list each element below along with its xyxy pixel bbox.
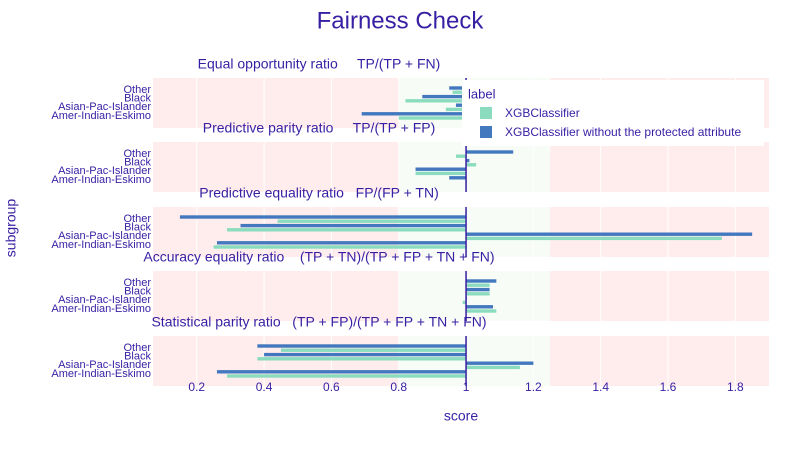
bar-xgbclassifier-black (257, 357, 467, 361)
panel-title: Statistical parity ratio (TP + FP)/(TP +… (151, 314, 486, 330)
bar-xgbclassifier-other (455, 154, 467, 158)
unfair-zone-left (153, 336, 399, 386)
bar-xgbclassifier-without-the-protected-attribute-black (466, 158, 470, 163)
panel-title: Predictive parity ratio TP/(TP + FP) (203, 120, 436, 136)
category-label-amer-indian-eskimo: Amer-Indian-Eskimo (51, 110, 151, 122)
bar-xgbclassifier-without-the-protected-attribute-asian-pac-islander (415, 167, 467, 171)
bar-xgbclassifier-without-the-protected-attribute-asian-pac-islander (455, 103, 467, 107)
text-layer: Fairness Check score subgroup Equal oppo… (3, 7, 744, 423)
bar-xgbclassifier-without-the-protected-attribute-amer-indian-eskimo (449, 176, 467, 180)
category-label-asian-pac-islander: Asian-Pac-Islander (58, 230, 151, 242)
bar-xgbclassifier-asian-pac-islander (462, 300, 467, 305)
unfair-zone-left (153, 142, 399, 192)
category-label-black: Black (124, 93, 151, 105)
x-tick-label: 1.2 (525, 380, 542, 394)
legend: label XGBClassifier XGBClassifier withou… (462, 80, 764, 146)
bar-xgbclassifier-other (277, 219, 467, 223)
legend-label-xgbclassifier-without-protected: XGBClassifier without the protected attr… (505, 125, 741, 139)
bar-xgbclassifier-without-the-protected-attribute-amer-indian-eskimo (216, 370, 467, 374)
bar-xgbclassifier-without-the-protected-attribute-asian-pac-islander (466, 232, 753, 236)
x-tick-label: 0.8 (390, 380, 407, 394)
legend-background (462, 80, 764, 146)
x-tick-label: 1 (463, 380, 470, 394)
legend-title: label (468, 86, 496, 101)
bar-xgbclassifier-asian-pac-islander (466, 236, 722, 241)
x-tick-label: 0.2 (188, 380, 205, 394)
bar-xgbclassifier-other (280, 348, 467, 352)
bar-xgbclassifier-asian-pac-islander (415, 171, 467, 176)
bar-xgbclassifier-without-the-protected-attribute-black (264, 352, 467, 357)
bar-xgbclassifier-black (466, 292, 490, 296)
bar-xgbclassifier-asian-pac-islander (466, 365, 520, 370)
category-label-amer-indian-eskimo: Amer-Indian-Eskimo (51, 239, 151, 251)
legend-label-xgbclassifier: XGBClassifier (505, 106, 580, 120)
panel-title: Accuracy equality ratio (TP + TN)/(TP + … (143, 249, 494, 265)
unfair-zone-left (153, 78, 399, 128)
x-axis-title: score (444, 408, 478, 424)
bar-xgbclassifier-amer-indian-eskimo (213, 245, 467, 249)
category-label-amer-indian-eskimo: Amer-Indian-Eskimo (51, 368, 151, 380)
bar-xgbclassifier-without-the-protected-attribute-other (466, 279, 497, 283)
bar-xgbclassifier-black (227, 228, 467, 232)
bar-xgbclassifier-without-the-protected-attribute-other (179, 215, 467, 219)
bar-xgbclassifier-without-the-protected-attribute-black (422, 94, 467, 99)
category-label-other: Other (123, 84, 151, 96)
unfair-zone-right (550, 336, 769, 386)
panel-title: Equal opportunity ratio TP/(TP + FN) (198, 56, 441, 72)
category-label-black: Black (124, 157, 151, 169)
bar-xgbclassifier-without-the-protected-attribute-other (449, 86, 467, 90)
category-label-asian-pac-islander: Asian-Pac-Islander (58, 101, 151, 113)
bar-xgbclassifier-amer-indian-eskimo (466, 309, 497, 313)
bar-xgbclassifier-without-the-protected-attribute-black (240, 223, 467, 228)
bar-xgbclassifier-asian-pac-islander (445, 107, 467, 112)
bar-xgbclassifier-without-the-protected-attribute-asian-pac-islander (466, 361, 534, 365)
chart-title: Fairness Check (317, 7, 485, 34)
category-label-other: Other (123, 213, 151, 225)
unfair-zone-right (550, 207, 769, 257)
x-tick-label: 1.6 (660, 380, 677, 394)
y-axis-title: subgroup (3, 199, 19, 258)
unfair-zone-left (153, 271, 399, 321)
bar-layer (179, 86, 753, 378)
category-label-other: Other (123, 148, 151, 160)
category-label-asian-pac-islander: Asian-Pac-Islander (58, 359, 151, 371)
bar-xgbclassifier-without-the-protected-attribute-amer-indian-eskimo (466, 305, 493, 309)
category-label-black: Black (124, 286, 151, 298)
unfair-zone-right (550, 271, 769, 321)
category-label-black: Black (124, 222, 151, 234)
bar-xgbclassifier-without-the-protected-attribute-black (466, 287, 490, 292)
bar-xgbclassifier-without-the-protected-attribute-amer-indian-eskimo (361, 112, 467, 116)
legend-swatch-xgbclassifier-without-protected (480, 126, 492, 138)
bar-xgbclassifier-black (405, 99, 467, 103)
bar-xgbclassifier-amer-indian-eskimo (227, 374, 467, 378)
bar-xgbclassifier-amer-indian-eskimo (398, 116, 467, 120)
category-label-other: Other (123, 277, 151, 289)
bar-xgbclassifier-other (466, 283, 490, 287)
panel-title: Predictive equality ratio FP/(FP + TN) (199, 185, 439, 201)
bar-xgbclassifier-without-the-protected-attribute-other (257, 344, 467, 348)
bar-xgbclassifier-without-the-protected-attribute-other (466, 150, 514, 154)
bar-xgbclassifier-without-the-protected-attribute-amer-indian-eskimo (216, 241, 467, 245)
x-tick-label: 1.4 (592, 380, 609, 394)
category-label-asian-pac-islander: Asian-Pac-Islander (58, 165, 151, 177)
category-label-amer-indian-eskimo: Amer-Indian-Eskimo (51, 303, 151, 315)
x-tick-label: 0.6 (323, 380, 340, 394)
category-label-black: Black (124, 351, 151, 363)
bar-xgbclassifier-other (452, 90, 467, 94)
category-label-amer-indian-eskimo: Amer-Indian-Eskimo (51, 174, 151, 186)
bar-xgbclassifier-black (466, 163, 477, 167)
fair-zone (398, 336, 551, 386)
category-label-asian-pac-islander: Asian-Pac-Islander (58, 294, 151, 306)
x-tick-label: 0.4 (256, 380, 273, 394)
legend-swatch-xgbclassifier (480, 107, 492, 119)
unfair-zone-right (550, 142, 769, 192)
category-label-other: Other (123, 342, 151, 354)
x-tick-label: 1.8 (727, 380, 744, 394)
